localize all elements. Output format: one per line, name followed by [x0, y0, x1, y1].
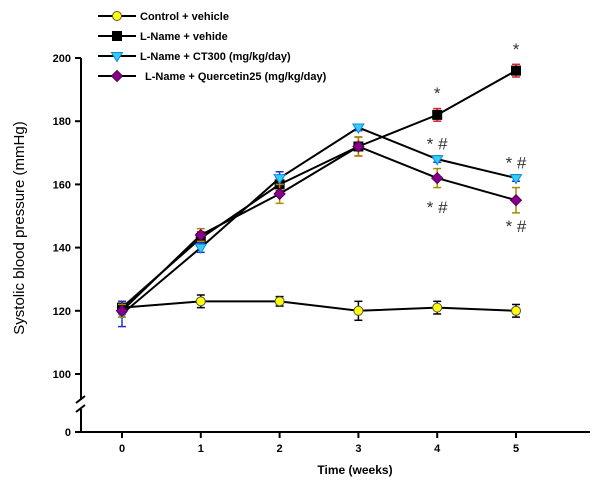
legend-marker — [112, 31, 122, 41]
series-line — [121, 126, 517, 315]
data-point — [273, 174, 286, 185]
legend-label: L-Name + Quercetin25 (mg/kg/day) — [145, 71, 327, 83]
series-4 — [115, 136, 523, 318]
series-layer — [115, 63, 523, 328]
significance-annotation: * # — [506, 154, 527, 173]
data-point — [430, 155, 444, 166]
data-point — [353, 305, 364, 316]
x-tick-label: 4 — [434, 443, 441, 455]
data-point — [115, 304, 129, 318]
data-point — [352, 123, 365, 134]
series-line — [121, 300, 517, 312]
series-line — [121, 69, 517, 309]
x-tick-label: 1 — [198, 443, 204, 455]
x-tick-label: 5 — [513, 443, 519, 455]
significance-annotation: * — [434, 84, 441, 103]
data-point — [194, 243, 208, 255]
x-tick-label: 0 — [119, 443, 125, 455]
y-tick-label: 100 — [53, 369, 71, 381]
y-tick-label: 200 — [53, 53, 71, 65]
x-tick-label: 3 — [355, 443, 361, 455]
data-point — [509, 174, 523, 185]
significance-annotation: * # — [506, 217, 527, 236]
axis-break-mark-lower — [75, 404, 86, 413]
data-point — [195, 296, 206, 307]
data-point — [511, 305, 521, 316]
legend: Control + vehicle L-Name + vehide L-Name +… — [98, 11, 327, 83]
data-point — [509, 193, 523, 207]
data-point — [511, 65, 521, 76]
legend-marker — [110, 69, 124, 83]
data-point — [432, 302, 443, 313]
legend-label: Control + vehicle — [140, 11, 229, 23]
x-axis-label: Time (weeks) — [317, 463, 392, 477]
significance-annotation: * # — [427, 198, 448, 217]
y-tick-label: 120 — [53, 306, 71, 318]
annotation-layer: * * * # * # * # * # — [427, 40, 527, 236]
data-point — [274, 296, 285, 307]
y-axis-label: Systolic blood pressure (mmHg) — [11, 121, 28, 334]
x-tick-label: 2 — [277, 443, 283, 455]
data-point — [273, 187, 286, 201]
legend-marker — [110, 52, 124, 63]
legend-marker — [112, 11, 122, 21]
data-point — [352, 140, 365, 153]
series-3 — [115, 123, 523, 328]
axis-break-mark-upper — [75, 395, 86, 404]
data-point — [432, 109, 443, 120]
series-2 — [117, 63, 521, 315]
data-point — [430, 171, 444, 185]
significance-annotation: * # — [427, 135, 448, 154]
series-1 — [117, 294, 521, 322]
y-tick-label: 180 — [53, 116, 71, 128]
y-tick-label: 160 — [53, 179, 71, 191]
axes: 01001201401601802000123456 — [53, 53, 592, 455]
legend-label: L-Name + vehide — [140, 31, 228, 43]
significance-annotation: * — [513, 40, 520, 59]
data-point — [194, 228, 208, 242]
y-tick-label: 0 — [65, 427, 71, 439]
series-line — [121, 145, 517, 312]
y-tick-label: 140 — [53, 243, 71, 255]
legend-label: L-Name + CT300 (mg/kg/day) — [140, 51, 291, 63]
